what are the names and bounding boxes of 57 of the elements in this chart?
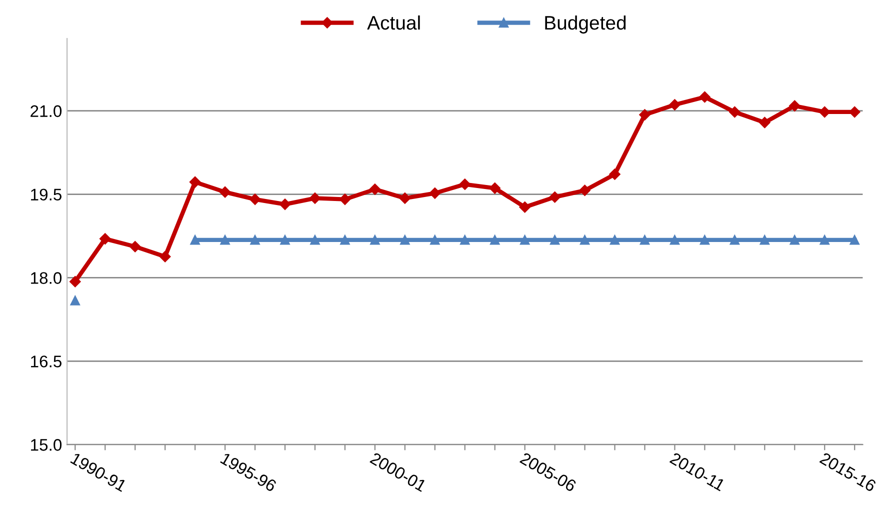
point — [850, 235, 860, 245]
point — [849, 106, 860, 118]
point — [609, 168, 620, 180]
point — [309, 192, 321, 204]
point — [369, 184, 381, 195]
point — [490, 235, 500, 245]
legend-label: Budgeted — [545, 15, 626, 34]
point — [100, 233, 111, 244]
point — [219, 186, 231, 198]
point — [790, 235, 800, 245]
point — [279, 198, 291, 210]
point — [249, 194, 261, 205]
point — [700, 235, 710, 245]
point — [429, 188, 441, 199]
point — [789, 100, 800, 112]
point — [70, 276, 81, 288]
point — [699, 91, 710, 103]
point — [70, 296, 80, 306]
point — [340, 235, 350, 245]
point — [370, 235, 380, 245]
y-tick-label: 15.0 — [31, 439, 62, 451]
point — [760, 235, 770, 245]
point — [639, 109, 650, 120]
point — [550, 235, 560, 245]
point — [310, 235, 320, 245]
point — [579, 184, 590, 196]
y-tick-label: 19.5 — [31, 188, 62, 200]
point — [339, 194, 351, 205]
point — [580, 235, 590, 245]
point — [669, 99, 680, 110]
point — [459, 178, 470, 190]
y-tick-label: 18.0 — [31, 272, 62, 284]
y-tick-label: 21.0 — [30, 105, 62, 118]
point — [130, 240, 141, 252]
point — [189, 176, 201, 188]
point — [730, 235, 740, 245]
point — [220, 235, 230, 245]
point — [640, 235, 650, 245]
y-tick-label: 16.5 — [31, 356, 62, 368]
point — [729, 106, 740, 118]
point — [460, 235, 470, 245]
point — [159, 250, 171, 262]
point — [250, 235, 260, 245]
point — [430, 235, 440, 245]
point — [399, 192, 411, 204]
point — [190, 235, 200, 245]
point — [759, 116, 770, 128]
point — [280, 235, 290, 245]
point — [520, 235, 530, 245]
legend-label: Actual — [367, 15, 420, 30]
point — [820, 235, 830, 245]
point — [610, 235, 620, 245]
point — [400, 235, 410, 245]
point — [670, 235, 680, 245]
point — [549, 191, 560, 203]
point — [489, 182, 500, 194]
point — [519, 201, 530, 213]
